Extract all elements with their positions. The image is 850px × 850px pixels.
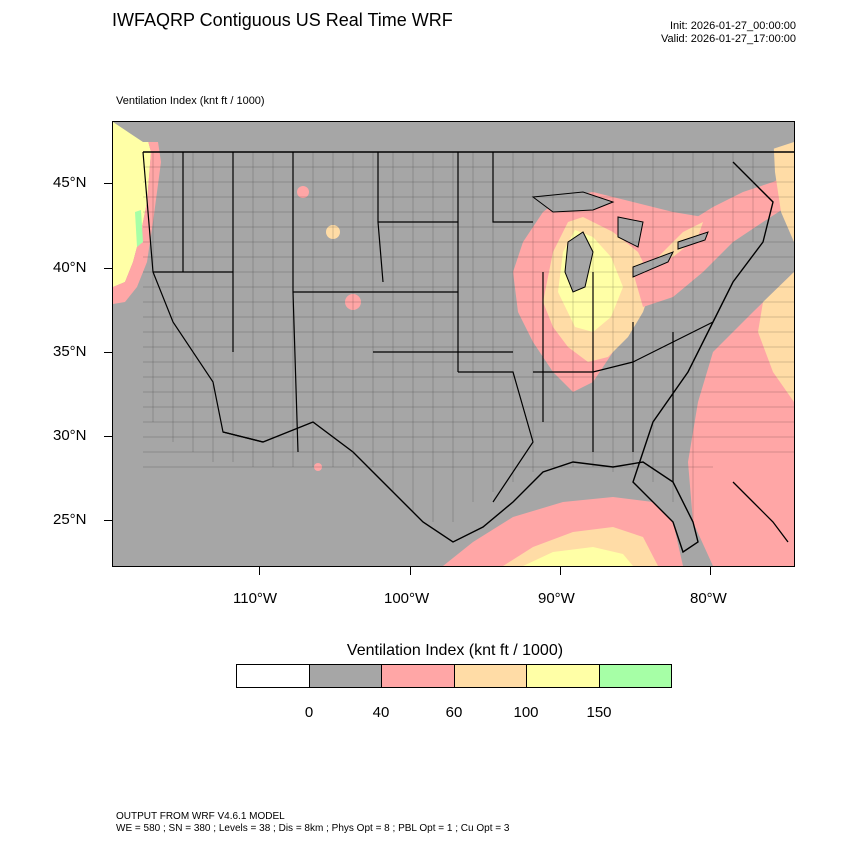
colorbar-swatch — [237, 665, 310, 687]
lat-tick — [104, 183, 112, 184]
lat-label-40: 40°N — [53, 259, 87, 276]
lon-label-90w: 90°W — [538, 590, 575, 607]
lat-tick — [104, 436, 112, 437]
colorbar-title: Ventilation Index (knt ft / 1000) — [346, 642, 564, 659]
state-boundaries — [142, 151, 714, 503]
caribbean-islands — [732, 481, 789, 543]
lat-tick — [104, 268, 112, 269]
colorbar-label: 40 — [372, 704, 390, 721]
lat-label-35: 35°N — [53, 343, 87, 360]
colorbar-swatch — [309, 665, 382, 687]
lon-label-80w: 80°W — [690, 590, 727, 607]
atlantic-orange-region — [758, 272, 794, 402]
colorbar-label: 150 — [586, 704, 612, 721]
lon-label-100w: 100°W — [384, 590, 430, 607]
lon-tick — [410, 567, 411, 575]
gulf-yellow-region — [523, 547, 633, 566]
lon-tick — [259, 567, 260, 575]
lon-tick — [560, 567, 561, 575]
colorbar-swatch — [599, 665, 671, 687]
run-times: Init: 2026-01-27_00:00:00 Valid: 2026-01… — [661, 20, 796, 46]
colorbar-label: 100 — [513, 704, 539, 721]
lat-label-25: 25°N — [53, 511, 87, 528]
us-map — [113, 122, 794, 566]
pacific-yellow-region — [113, 122, 151, 287]
colorbar — [236, 664, 672, 688]
pacific-green-region — [135, 210, 143, 247]
county-grid — [143, 151, 794, 522]
lon-tick — [710, 567, 711, 575]
field-subtitle: Ventilation Index (knt ft / 1000) — [116, 95, 265, 107]
lat-tick — [104, 520, 112, 521]
lon-label-110w: 110°W — [233, 590, 278, 607]
northeast-pink-region — [633, 172, 794, 307]
colorbar-label: 60 — [445, 704, 463, 721]
map-background — [113, 122, 794, 566]
lat-tick — [104, 352, 112, 353]
us-coastline — [222, 161, 774, 554]
plot-title: IWFAQRP Contiguous US Real Time WRF — [112, 10, 453, 30]
lat-label-45: 45°N — [53, 174, 87, 191]
map-panel — [112, 121, 795, 567]
footer-line-1: OUTPUT FROM WRF V4.6.1 MODEL — [116, 811, 285, 822]
colorbar-swatch — [527, 665, 600, 687]
lat-label-30: 30°N — [53, 427, 87, 444]
model-footer: OUTPUT FROM WRF V4.6.1 MODEL WE = 580 ; … — [116, 811, 509, 835]
colorbar-label: 0 — [304, 704, 314, 721]
rockies-pink-speck — [297, 186, 309, 198]
valid-time: Valid: 2026-01-27_17:00:00 — [661, 33, 796, 45]
colorbar-swatch — [454, 665, 527, 687]
colorbar-swatch — [382, 665, 455, 687]
footer-line-2: WE = 580 ; SN = 380 ; Levels = 38 ; Dis … — [116, 823, 510, 834]
init-time: Init: 2026-01-27_00:00:00 — [670, 20, 796, 32]
lake-huron — [617, 216, 644, 248]
